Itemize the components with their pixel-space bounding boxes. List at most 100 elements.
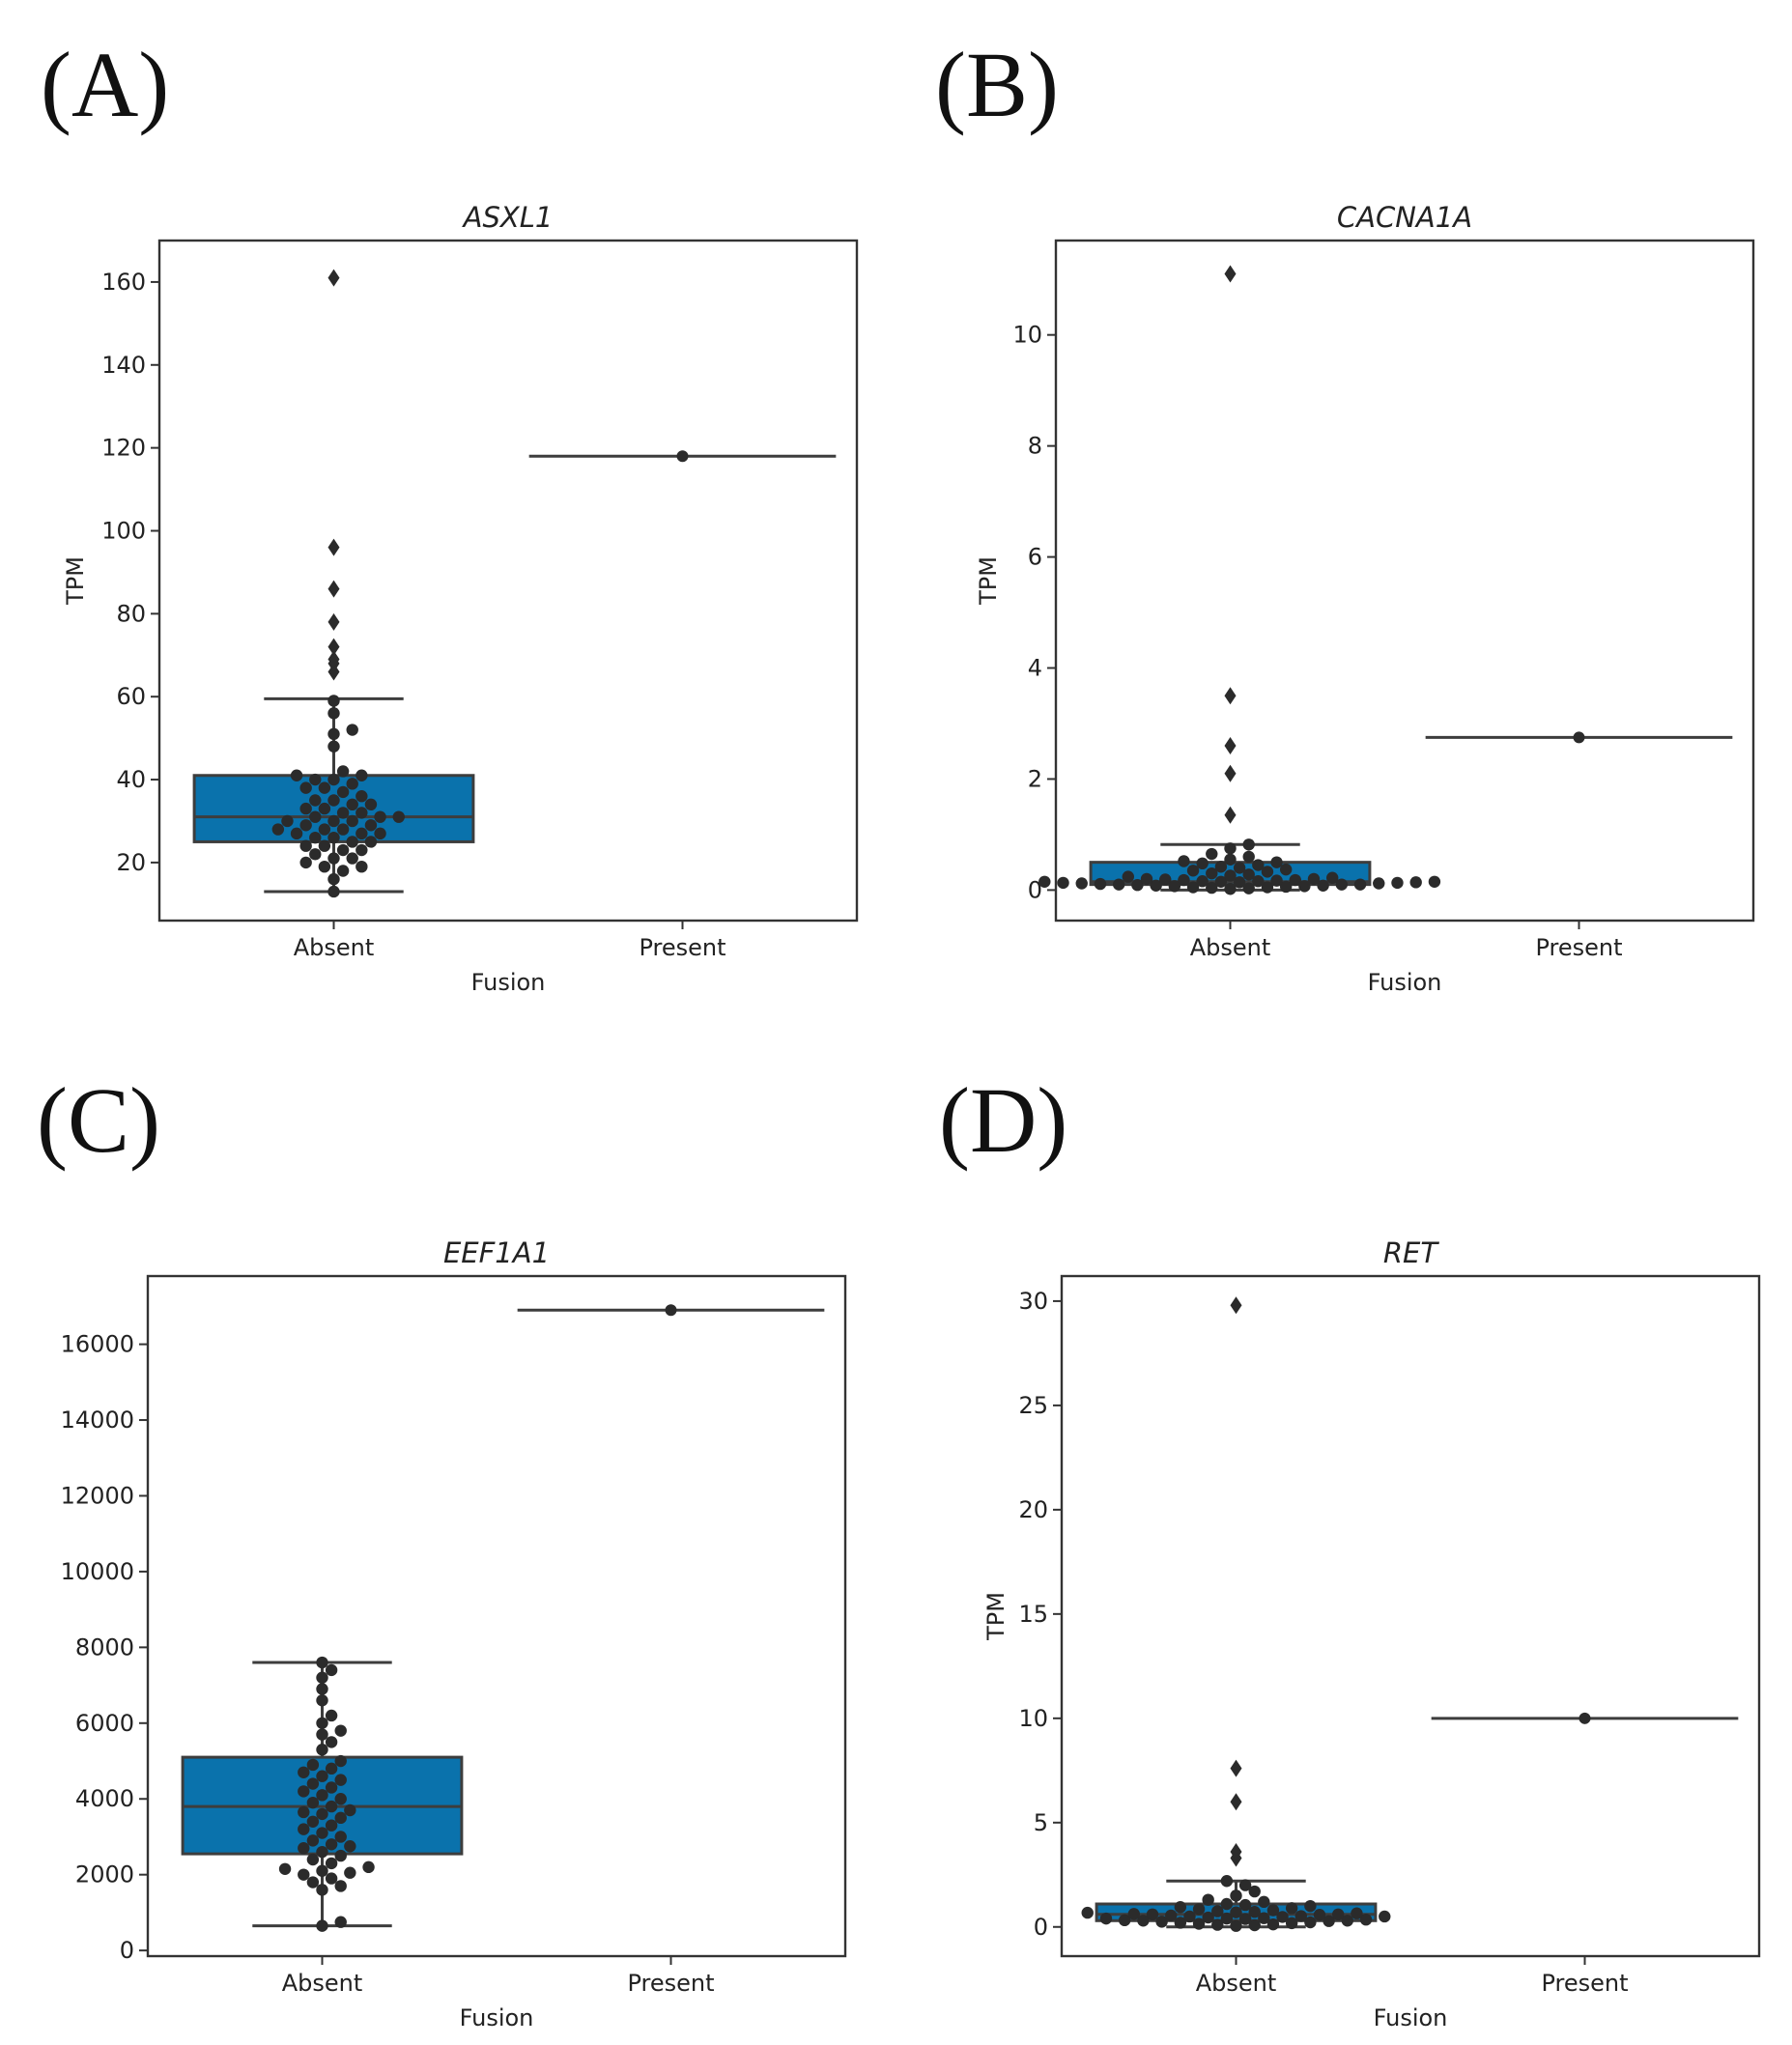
data-point [1075, 877, 1088, 890]
y-tick-label: 6 [1028, 544, 1042, 571]
data-point [1186, 881, 1200, 894]
data-point [1391, 876, 1404, 890]
y-tick-label: 2 [1028, 765, 1042, 792]
data-point [325, 1709, 338, 1722]
chart-title: CACNA1A [1337, 201, 1472, 234]
data-point [1270, 874, 1283, 887]
y-tick-label: 0 [1034, 1914, 1048, 1941]
data-point [1238, 1913, 1252, 1925]
y-tick-label: 4000 [75, 1785, 134, 1812]
outlier-marker [1230, 1793, 1242, 1811]
outlier-marker [1224, 806, 1237, 824]
data-point [325, 1838, 338, 1851]
data-point [316, 1770, 328, 1782]
data-point [356, 769, 368, 781]
y-tick-label: 100 [101, 517, 146, 544]
data-point [1341, 1915, 1354, 1927]
data-point [325, 1872, 338, 1885]
outlier-marker [1224, 764, 1237, 782]
data-point [1298, 880, 1311, 893]
chart-panel-asxl1: ASXL1 20 40 60 80 100 120 140 160 Absent Present Fu… [62, 201, 859, 996]
data-point [1224, 869, 1237, 882]
data-point [356, 807, 368, 819]
data-point [1131, 879, 1144, 892]
y-tick-label: 10000 [61, 1558, 134, 1585]
data-point [306, 1834, 320, 1847]
x-axis-label: Fusion [471, 969, 546, 996]
data-point [1150, 879, 1162, 892]
data-point [334, 1849, 347, 1862]
data-point [1379, 1910, 1391, 1923]
data-point [1211, 1905, 1224, 1917]
data-point [316, 1827, 328, 1839]
data-point [356, 790, 368, 803]
data-point [298, 1823, 310, 1835]
y-tick-label: 25 [1018, 1392, 1048, 1419]
data-point [316, 1919, 328, 1932]
data-point [1057, 876, 1069, 890]
outlier-marker [327, 638, 340, 656]
y-tick-label: 5 [1034, 1809, 1048, 1836]
y-tick-label: 4 [1028, 655, 1042, 682]
data-point [1196, 874, 1209, 888]
outlier-marker [1230, 1296, 1242, 1315]
data-point [1183, 1910, 1196, 1923]
data-point [298, 1766, 310, 1778]
chart-title: RET [1383, 1236, 1439, 1269]
outlier-marker [327, 538, 340, 556]
data-point [316, 1694, 328, 1707]
x-tick-label: Present [1541, 1970, 1628, 1997]
data-point [1206, 881, 1218, 895]
data-point [1317, 879, 1329, 892]
data-point [334, 1793, 347, 1805]
data-point [309, 773, 322, 786]
data-point [336, 843, 350, 857]
data-point [1112, 878, 1125, 891]
data-point [298, 1805, 310, 1819]
data-point [392, 810, 405, 823]
data-point [1230, 1889, 1242, 1902]
data-point [1289, 873, 1301, 887]
present-data-point [1573, 731, 1585, 744]
data-point [1276, 1911, 1289, 1923]
data-point [336, 807, 350, 819]
data-point [325, 1781, 338, 1794]
data-point [299, 802, 312, 815]
panel-label: (A) [41, 33, 169, 136]
data-point [346, 798, 358, 811]
data-point [1332, 1908, 1345, 1921]
x-axis-label: Fusion [460, 2004, 534, 2031]
y-axis-label: TPM [62, 556, 89, 606]
data-point [327, 794, 340, 807]
data-point [316, 1789, 328, 1802]
data-point [336, 823, 350, 836]
data-point [344, 1866, 356, 1879]
data-point [374, 810, 386, 823]
data-point [334, 1754, 347, 1768]
data-point [316, 1807, 328, 1821]
data-point [281, 814, 294, 828]
plot-frame [1054, 239, 1755, 923]
data-point [1428, 875, 1441, 888]
data-point [1202, 1911, 1214, 1924]
outlier-marker [1224, 736, 1237, 754]
data-point [1266, 1904, 1280, 1917]
plot-frame [1060, 1274, 1761, 1958]
y-tick-label: 120 [101, 435, 146, 462]
outlier-marker [327, 269, 340, 287]
x-tick-label: Present [627, 1970, 714, 1997]
y-tick-label: 20 [116, 849, 146, 876]
data-point [290, 827, 303, 840]
data-point [1165, 1909, 1178, 1922]
data-point [325, 1663, 338, 1677]
data-point [1224, 842, 1237, 855]
data-point [325, 1857, 338, 1870]
y-tick-label: 14000 [61, 1406, 134, 1434]
data-point [1242, 838, 1255, 851]
data-point [327, 773, 340, 786]
data-point [1285, 1902, 1298, 1915]
data-point [1140, 872, 1153, 886]
data-point [334, 1811, 347, 1825]
data-point [1409, 876, 1422, 889]
data-point [1168, 880, 1181, 893]
